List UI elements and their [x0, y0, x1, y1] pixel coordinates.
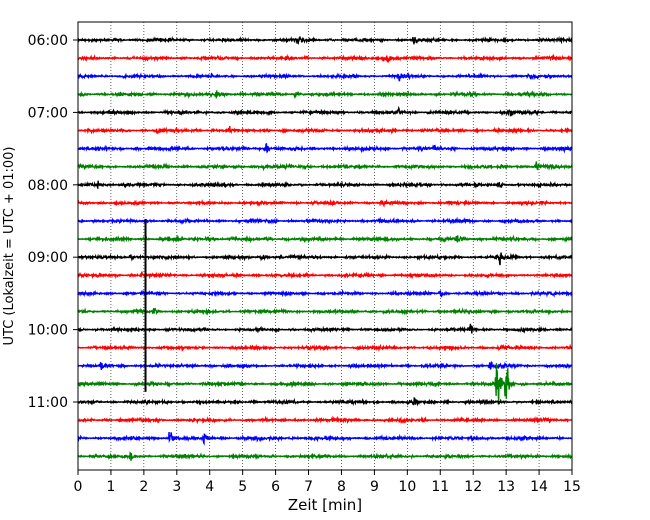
y-tick-label: 07:00: [28, 105, 68, 121]
trace-1100: [77, 396, 573, 407]
x-tick-label: 1: [106, 479, 115, 495]
trace-0645: [77, 89, 573, 100]
trace-0730: [77, 142, 573, 154]
x-tick-label: 4: [205, 479, 214, 495]
x-tick-label: 3: [172, 479, 181, 495]
trace-0615: [77, 53, 573, 63]
y-tick-label: 09:00: [28, 250, 68, 266]
trace-0745: [77, 161, 573, 172]
x-tick-label: 2: [139, 479, 148, 495]
trace-1000: [77, 323, 573, 334]
trace-1115: [77, 415, 573, 425]
trace-0700: [77, 105, 573, 117]
x-tick-label: 14: [530, 479, 548, 495]
x-tick-label: 15: [563, 479, 581, 495]
x-tick-label: 10: [398, 479, 416, 495]
trace-1130: [77, 431, 573, 446]
y-axis-ticks: 06:00 07:00 08:00 09:00 10:00 11:00: [28, 33, 78, 411]
x-tick-label: 5: [238, 479, 247, 495]
x-axis-label: Zeit [min]: [288, 496, 362, 514]
trace-0930: [77, 289, 573, 298]
x-tick-label: 8: [337, 479, 346, 495]
trace-0715: [77, 125, 573, 135]
y-tick-label: 11:00: [28, 395, 68, 411]
y-axis-label: UTC (Lokalzeit = UTC + 01:00): [2, 147, 17, 346]
x-tick-label: 7: [304, 479, 313, 495]
trace-0630: [77, 71, 573, 82]
x-tick-label: 11: [431, 479, 449, 495]
x-tick-label: 13: [497, 479, 515, 495]
trace-0900: [77, 252, 573, 266]
trace-0600: [77, 35, 573, 45]
trace-0800: [77, 180, 573, 189]
trace-0845: [77, 234, 573, 244]
x-tick-label: 6: [271, 479, 280, 495]
plot-frame: [77, 21, 573, 471]
trace-0915: [77, 271, 573, 280]
x-tick-label: 0: [74, 479, 83, 495]
trace-0830: [77, 216, 573, 225]
x-axis-ticks: 0 1 2 3 4 5 6 7 8 9 10 11 12 13 14 15: [74, 470, 581, 495]
trace-1145: [77, 451, 573, 461]
x-tick-label: 12: [464, 479, 482, 495]
trace-1015: [77, 343, 573, 353]
y-tick-label: 10:00: [28, 323, 68, 339]
trace-1030: [77, 360, 573, 371]
y-tick-label: 06:00: [28, 33, 68, 49]
x-tick-label: 9: [370, 479, 379, 495]
y-tick-label: 08:00: [28, 178, 68, 194]
trace-0815: [77, 198, 573, 208]
trace-1045: [77, 363, 573, 404]
trace-0945: [77, 307, 573, 316]
trace-group: [77, 35, 573, 461]
